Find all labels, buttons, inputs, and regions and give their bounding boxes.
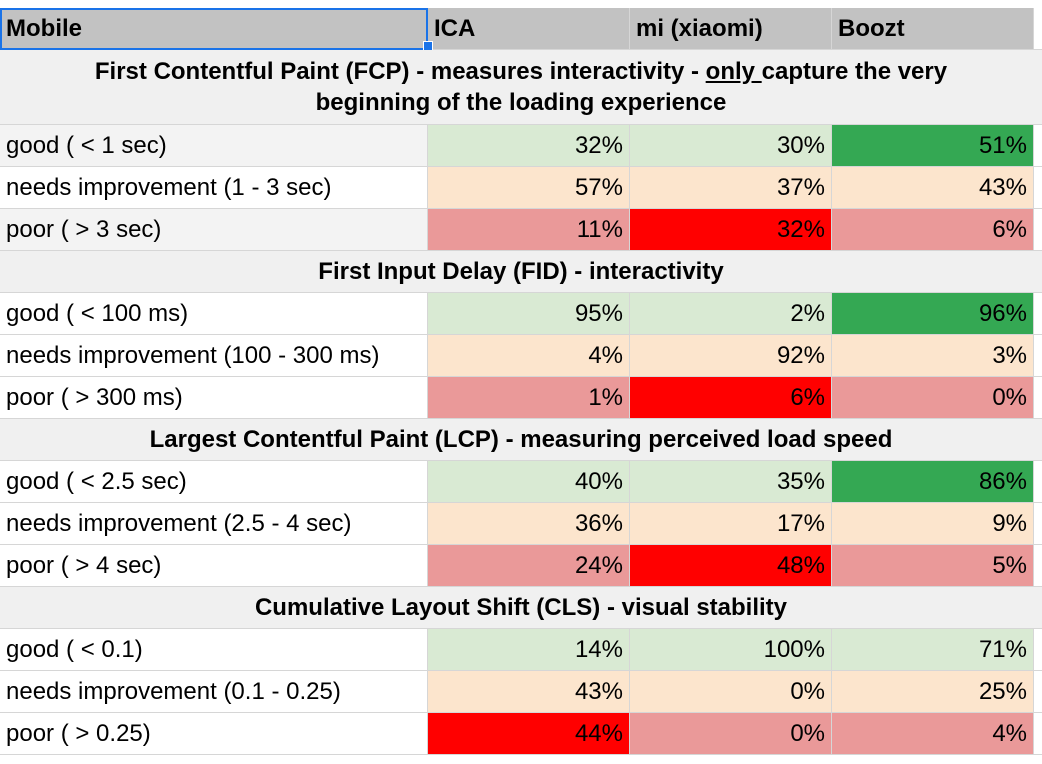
header-cell-empty[interactable] [1034, 8, 1042, 50]
row-label[interactable]: poor ( > 300 ms) [0, 377, 428, 419]
table-row: needs improvement (2.5 - 4 sec) 36% 17% … [0, 503, 1042, 545]
value-cell[interactable]: 11% [428, 209, 630, 251]
lcp-title: Largest Contentful Paint (LCP) - measuri… [149, 426, 893, 453]
value-cell[interactable]: 2% [630, 293, 832, 335]
table-row: good ( < 2.5 sec) 40% 35% 86% [0, 461, 1042, 503]
value-cell[interactable]: 3% [832, 335, 1034, 377]
value-cell[interactable]: 6% [630, 377, 832, 419]
row-label[interactable]: good ( < 0.1) [0, 629, 428, 671]
value-cell[interactable]: 57% [428, 167, 630, 209]
value-cell[interactable]: 4% [832, 713, 1034, 755]
value-cell[interactable]: 71% [832, 629, 1034, 671]
value-cell[interactable]: 92% [630, 335, 832, 377]
value-cell[interactable]: 17% [630, 503, 832, 545]
row-label[interactable]: good ( < 2.5 sec) [0, 461, 428, 503]
table-row: needs improvement (100 - 300 ms) 4% 92% … [0, 335, 1042, 377]
row-label[interactable]: needs improvement (100 - 300 ms) [0, 335, 428, 377]
value-cell[interactable]: 5% [832, 545, 1034, 587]
row-label[interactable]: needs improvement (0.1 - 0.25) [0, 671, 428, 713]
value-cell[interactable]: 30% [630, 125, 832, 167]
section-title-lcp[interactable]: Largest Contentful Paint (LCP) - measuri… [0, 419, 1042, 461]
empty-cell[interactable] [1034, 293, 1042, 335]
empty-cell[interactable] [1034, 335, 1042, 377]
empty-cell[interactable] [1034, 503, 1042, 545]
value-cell[interactable]: 96% [832, 293, 1034, 335]
fcp-title-line1: First Contentful Paint (FCP) - measures … [95, 56, 947, 87]
value-cell[interactable]: 9% [832, 503, 1034, 545]
value-cell[interactable]: 0% [832, 377, 1034, 419]
value-cell[interactable]: 51% [832, 125, 1034, 167]
empty-cell[interactable] [1034, 545, 1042, 587]
table-row: good ( < 0.1) 14% 100% 71% [0, 629, 1042, 671]
value-cell[interactable]: 40% [428, 461, 630, 503]
value-cell[interactable]: 4% [428, 335, 630, 377]
section-title-cls[interactable]: Cumulative Layout Shift (CLS) - visual s… [0, 587, 1042, 629]
value-cell[interactable]: 36% [428, 503, 630, 545]
table-row: poor ( > 300 ms) 1% 6% 0% [0, 377, 1042, 419]
empty-cell[interactable] [1034, 713, 1042, 755]
row-label[interactable]: needs improvement (1 - 3 sec) [0, 167, 428, 209]
table-row: poor ( > 0.25) 44% 0% 4% [0, 713, 1042, 755]
value-cell[interactable]: 0% [630, 713, 832, 755]
table-row: poor ( > 3 sec) 11% 32% 6% [0, 209, 1042, 251]
header-row: Mobile ICA mi (xiaomi) Boozt [0, 8, 1042, 50]
section-title-fid[interactable]: First Input Delay (FID) - interactivity [0, 251, 1042, 293]
header-cell-boozt[interactable]: Boozt [832, 8, 1034, 50]
value-cell[interactable]: 44% [428, 713, 630, 755]
value-cell[interactable]: 35% [630, 461, 832, 503]
value-cell[interactable]: 14% [428, 629, 630, 671]
value-cell[interactable]: 48% [630, 545, 832, 587]
empty-cell[interactable] [1034, 461, 1042, 503]
value-cell[interactable]: 43% [832, 167, 1034, 209]
table-row: poor ( > 4 sec) 24% 48% 5% [0, 545, 1042, 587]
value-cell[interactable]: 25% [832, 671, 1034, 713]
row-label[interactable]: poor ( > 4 sec) [0, 545, 428, 587]
empty-cell[interactable] [1034, 377, 1042, 419]
header-cell-xiaomi[interactable]: mi (xiaomi) [630, 8, 832, 50]
cls-title: Cumulative Layout Shift (CLS) - visual s… [254, 594, 788, 621]
fcp-title-pre: First Contentful Paint (FCP) - measures … [94, 58, 706, 85]
table-row: needs improvement (1 - 3 sec) 57% 37% 43… [0, 167, 1042, 209]
empty-cell[interactable] [1034, 629, 1042, 671]
row-label[interactable]: needs improvement (2.5 - 4 sec) [0, 503, 428, 545]
value-cell[interactable]: 86% [832, 461, 1034, 503]
table-row: good ( < 1 sec) 32% 30% 51% [0, 125, 1042, 167]
header-cell-mobile[interactable]: Mobile [0, 8, 428, 50]
fcp-title-underlined: only [705, 58, 762, 85]
value-cell[interactable]: 100% [630, 629, 832, 671]
value-cell[interactable]: 32% [630, 209, 832, 251]
table-row: needs improvement (0.1 - 0.25) 43% 0% 25… [0, 671, 1042, 713]
row-label[interactable]: good ( < 1 sec) [0, 125, 428, 167]
fid-title: First Input Delay (FID) - interactivity [318, 258, 724, 285]
value-cell[interactable]: 95% [428, 293, 630, 335]
section-title-fcp[interactable]: First Contentful Paint (FCP) - measures … [0, 50, 1042, 125]
fcp-title-post: capture the very [761, 58, 948, 85]
value-cell[interactable]: 43% [428, 671, 630, 713]
fcp-title-line2: beginning of the loading experience [315, 89, 727, 116]
value-cell[interactable]: 6% [832, 209, 1034, 251]
row-label[interactable]: poor ( > 3 sec) [0, 209, 428, 251]
empty-cell[interactable] [1034, 209, 1042, 251]
value-cell[interactable]: 0% [630, 671, 832, 713]
row-label[interactable]: poor ( > 0.25) [0, 713, 428, 755]
row-label[interactable]: good ( < 100 ms) [0, 293, 428, 335]
value-cell[interactable]: 24% [428, 545, 630, 587]
header-cell-ica[interactable]: ICA [428, 8, 630, 50]
empty-cell[interactable] [1034, 125, 1042, 167]
value-cell[interactable]: 37% [630, 167, 832, 209]
empty-cell[interactable] [1034, 167, 1042, 209]
table-row: good ( < 100 ms) 95% 2% 96% [0, 293, 1042, 335]
value-cell[interactable]: 1% [428, 377, 630, 419]
value-cell[interactable]: 32% [428, 125, 630, 167]
empty-cell[interactable] [1034, 671, 1042, 713]
